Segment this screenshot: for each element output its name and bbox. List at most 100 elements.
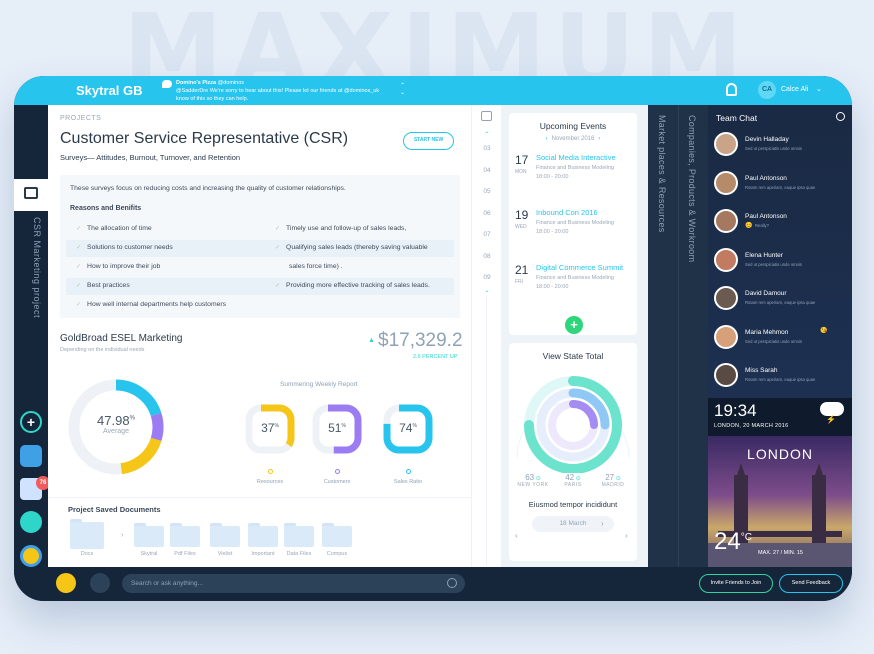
chat-item[interactable]: Miss Sarah Rotam rem aperiam, eaque ipsa … — [714, 363, 848, 399]
chevron-right-icon[interactable]: › — [601, 519, 604, 528]
add-event-button[interactable]: + — [565, 316, 583, 334]
benefit-text: Qualifying sales leads (thereby saving v… — [286, 244, 428, 251]
bell-icon[interactable] — [726, 83, 737, 96]
avatar[interactable] — [714, 170, 738, 195]
chat-item[interactable]: Elena Hunter Sed ut perspiciatis unde omn… — [714, 247, 848, 284]
folder-icon[interactable] — [210, 523, 240, 547]
chat-item[interactable]: Paul Antonson Rotam rem aperiam, eaque ip… — [714, 170, 848, 207]
clock-date: LONDON, 20 MARCH 2016 — [714, 423, 789, 429]
folder-icon[interactable] — [70, 519, 104, 549]
chevron-right-icon[interactable]: › — [625, 531, 628, 540]
benefit-row: ✓ How well internal departments help cust… — [66, 297, 454, 314]
chat-name: Devin Halladay — [745, 136, 789, 143]
search-icon[interactable] — [447, 578, 457, 588]
goldbroad-percent: 2.6 PERCENT UP — [413, 354, 458, 360]
tower-bridge-right — [812, 463, 826, 543]
chat-icon[interactable] — [20, 445, 42, 467]
rail-project-label: CSR Marketing project — [32, 217, 42, 319]
avatar[interactable] — [714, 324, 738, 349]
date-item[interactable]: 08 — [483, 252, 491, 260]
avatar[interactable] — [714, 132, 738, 156]
ring-value: 51% — [311, 421, 363, 435]
date-item[interactable]: 04 — [483, 166, 491, 174]
page-title: Customer Service Representative (CSR) — [60, 130, 349, 147]
date-item[interactable]: 09 — [483, 274, 491, 281]
event-title[interactable]: Digital Commerce Summit — [536, 263, 624, 272]
date-item[interactable]: 06 — [483, 209, 491, 217]
presentation-tab[interactable] — [14, 179, 48, 211]
event-item[interactable]: 21 FRI Digital Commerce Summit Finance and … — [515, 263, 635, 303]
ring-label: Resources — [256, 479, 284, 485]
avatar[interactable] — [714, 209, 738, 233]
check-icon: ✓ — [275, 245, 281, 251]
user-avatar[interactable]: CA — [758, 81, 776, 99]
chat-item[interactable]: David Damour Rotam rem aperiam, eaque ips… — [714, 286, 848, 322]
tweet-nav-icon[interactable]: ⌃ ⌄ — [400, 83, 406, 96]
avatar[interactable] — [714, 247, 738, 272]
emoji-icon: 😘 — [820, 327, 828, 334]
add-button[interactable]: + — [20, 411, 42, 433]
panel-market-places[interactable]: Market places & Resources — [657, 115, 667, 233]
donut-segment — [150, 412, 164, 441]
event-title[interactable]: Social Media Interactive — [536, 153, 616, 162]
check-icon: ✓ — [76, 245, 82, 251]
user-name[interactable]: Calce Ali — [781, 86, 809, 93]
notification-badge: 76 — [36, 476, 50, 490]
folder-icon[interactable] — [248, 523, 278, 547]
pie-chart-icon[interactable] — [20, 545, 42, 567]
avatar[interactable] — [714, 363, 738, 387]
benefit-text: How to improve their job — [87, 263, 161, 270]
team-chat-title: Team Chat — [716, 113, 758, 123]
chevron-left-icon[interactable]: ‹ — [545, 136, 548, 142]
vst-date-selector[interactable]: 18 March — [532, 516, 614, 532]
chevron-left-icon[interactable]: ‹ — [515, 531, 518, 540]
start-new-button[interactable]: START NEW — [403, 132, 454, 150]
folder-icon[interactable] — [284, 523, 314, 547]
city-stat: 42 ⊙ PARIS — [553, 473, 593, 488]
tweet-ticker[interactable]: Domino's Pizza @dominos @SadderDre We're… — [176, 79, 406, 103]
event-subtitle: Finance and Business Modeling — [536, 275, 614, 281]
folder-icon[interactable] — [134, 523, 164, 547]
chat-item[interactable]: Paul Antonson Really? 😊 — [714, 209, 848, 245]
bottom-bar: Invite Friends to Join Send Feedback — [14, 567, 852, 601]
date-item[interactable]: 03 — [483, 145, 491, 152]
calendar-icon[interactable] — [481, 111, 492, 121]
stat-city: NEW YORK — [517, 482, 549, 488]
send-feedback-button[interactable]: Send Feedback — [779, 574, 843, 593]
folder-label: Skytral — [140, 551, 158, 557]
report-ring: 37% — [244, 403, 296, 455]
check-icon: ✓ — [275, 283, 281, 289]
tweet-handle: Domino's Pizza — [176, 80, 217, 86]
chevron-right-icon[interactable]: › — [121, 532, 124, 539]
date-item[interactable]: 05 — [483, 188, 491, 195]
message-icon[interactable] — [20, 511, 42, 533]
date-column: ⌃ 03 04 05 06 07 08 09 ⌄ — [471, 105, 501, 567]
chevron-right-icon[interactable]: › — [598, 136, 601, 142]
folder-icon[interactable] — [322, 523, 352, 547]
chat-item[interactable]: Maria Mehmon Sed ut perspiciatis unde omn… — [714, 324, 848, 361]
avatar[interactable] — [714, 286, 738, 310]
date-item[interactable]: 07 — [483, 231, 491, 238]
event-item[interactable]: 17 MON Social Media Interactive Finance and… — [515, 153, 635, 193]
main-panel: PROJECTS Customer Service Representative… — [48, 105, 471, 567]
invite-friends-button[interactable]: Invite Friends to Join — [699, 574, 773, 593]
folder-label: Compus — [326, 551, 348, 557]
chevron-down-icon[interactable]: ⌄ — [816, 86, 822, 93]
benefit-item: ✓ Best practices — [76, 282, 130, 289]
chevron-up-icon[interactable]: ⌃ — [484, 132, 490, 138]
event-item[interactable]: 19 WED Inbound Con 2016 Finance and Busines… — [515, 208, 635, 248]
panel-companies[interactable]: Companies, Products & Workroom — [687, 115, 697, 263]
search-icon[interactable] — [836, 112, 845, 121]
chat-name: Paul Antonson — [745, 213, 787, 220]
survey-description: These surveys focus on reducing costs an… — [70, 185, 346, 192]
rocket-icon[interactable] — [90, 573, 110, 593]
event-title[interactable]: Inbound Con 2016 — [536, 208, 598, 217]
hand-icon[interactable] — [56, 573, 76, 593]
folder-icon[interactable] — [170, 523, 200, 547]
event-day: 19 — [515, 208, 529, 222]
search-input[interactable] — [131, 574, 431, 593]
chat-name: David Damour — [745, 290, 787, 297]
chevron-down-icon[interactable]: ⌄ — [484, 288, 490, 294]
chat-item[interactable]: Devin Halladay Sed ut perspiciatis unde o… — [714, 132, 848, 168]
projects-label: PROJECTS — [60, 115, 102, 122]
